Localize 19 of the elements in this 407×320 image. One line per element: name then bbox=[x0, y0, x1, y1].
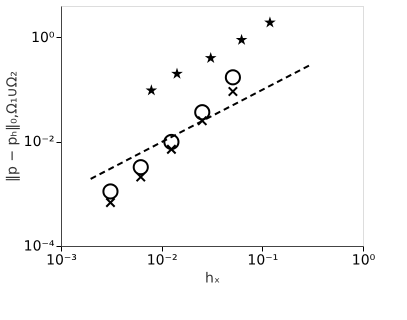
x-tick-label: 10⁻² bbox=[146, 252, 178, 268]
x-tick-label: 10⁰ bbox=[352, 252, 376, 268]
x-axis-title: hₓ bbox=[204, 270, 220, 286]
x-tick-label: 10⁻³ bbox=[46, 252, 77, 268]
point bbox=[194, 104, 210, 120]
y-tick-label: 10⁻² bbox=[24, 134, 54, 150]
point bbox=[224, 69, 241, 86]
point bbox=[102, 183, 119, 200]
point bbox=[132, 159, 149, 176]
point bbox=[228, 86, 238, 97]
x-tick-label: 10⁻¹ bbox=[247, 252, 278, 268]
y-axis-title: ‖p − pₕ‖₀,Ω₁∪Ω₂ bbox=[4, 71, 21, 182]
point bbox=[105, 197, 116, 208]
point bbox=[166, 144, 177, 154]
point bbox=[163, 134, 180, 150]
y-tick-label: 10⁻⁴ bbox=[24, 238, 55, 254]
point bbox=[197, 116, 208, 126]
y-tick-label: 10⁰ bbox=[31, 30, 55, 46]
point bbox=[136, 172, 146, 182]
